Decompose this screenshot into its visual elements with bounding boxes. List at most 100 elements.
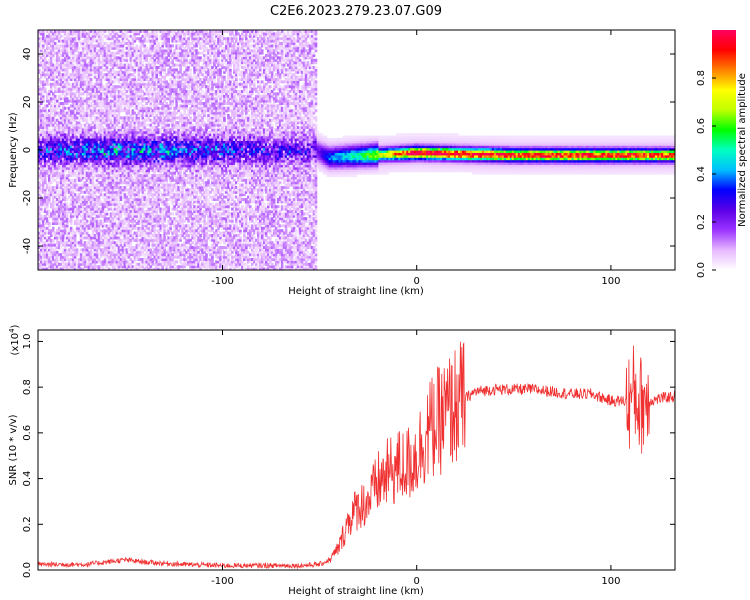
heatmap-cell xyxy=(89,70,93,74)
heatmap-cell xyxy=(49,214,53,218)
heatmap-cell xyxy=(38,54,41,57)
heatmap-cell xyxy=(67,142,71,146)
heatmap-cell xyxy=(93,188,97,192)
heatmap-cell xyxy=(43,109,47,113)
heatmap-cell xyxy=(125,162,129,165)
heatmap-cell xyxy=(61,135,65,139)
heatmap-cell xyxy=(67,51,71,55)
heatmap-cell xyxy=(121,238,125,242)
heatmap-cell xyxy=(61,267,65,270)
heatmap-cell xyxy=(61,241,65,245)
heatmap-cell xyxy=(123,267,127,270)
heatmap-cell xyxy=(117,102,121,105)
heatmap-cell xyxy=(111,250,115,254)
heatmap-cell xyxy=(55,159,59,163)
heatmap-cell xyxy=(57,166,61,170)
heatmap-cell xyxy=(61,116,65,120)
heatmap-cell xyxy=(113,188,117,192)
heatmap-cell xyxy=(75,85,79,89)
heatmap-cell xyxy=(123,99,127,103)
heatmap-cell xyxy=(107,126,111,129)
heatmap-cell xyxy=(81,34,85,38)
heatmap-cell xyxy=(93,68,97,72)
heatmap-cell xyxy=(39,97,43,101)
heatmap-cell xyxy=(125,234,129,237)
heatmap-cell xyxy=(125,66,129,69)
heatmap-cell xyxy=(59,267,63,270)
heatmap-cell xyxy=(73,202,77,206)
heatmap-cell xyxy=(77,133,81,137)
heatmap-cell xyxy=(113,234,117,237)
heatmap-cell xyxy=(95,154,99,158)
heatmap-cell xyxy=(81,169,85,173)
heatmap-cell xyxy=(105,109,109,113)
heatmap-cell xyxy=(77,205,81,209)
heatmap-cell xyxy=(109,80,113,84)
heatmap-cell xyxy=(73,152,77,156)
heatmap-cell xyxy=(103,169,107,173)
heatmap-cell xyxy=(101,207,105,211)
heatmap-cell xyxy=(77,200,81,204)
heatmap-cell xyxy=(79,34,83,38)
heatmap-cell xyxy=(107,262,111,266)
heatmap-cell xyxy=(113,243,117,247)
heatmap-cell xyxy=(109,104,113,108)
heatmap-cell xyxy=(81,135,85,139)
heatmap-cell xyxy=(51,186,55,189)
heatmap-cell xyxy=(51,169,55,173)
heatmap-cell xyxy=(103,186,107,189)
heatmap-cell xyxy=(91,130,95,134)
heatmap-cell xyxy=(55,243,59,247)
heatmap-cell xyxy=(47,94,51,98)
heatmap-cell xyxy=(125,54,129,57)
heatmap-cell xyxy=(105,104,109,108)
heatmap-cell xyxy=(123,116,127,120)
heatmap-cell xyxy=(123,154,127,158)
heatmap-cell xyxy=(89,44,93,48)
heatmap-cell xyxy=(57,150,61,153)
heatmap-cell xyxy=(47,42,51,45)
heatmap-cell xyxy=(125,114,129,117)
heatmap-cell xyxy=(87,46,91,50)
heatmap-cell xyxy=(53,157,57,161)
heatmap-cell xyxy=(89,224,93,228)
heatmap-cell xyxy=(105,195,109,199)
heatmap-cell xyxy=(117,154,121,158)
heatmap-cell xyxy=(69,214,73,218)
heatmap-cell xyxy=(77,66,81,69)
heatmap-cell xyxy=(95,145,99,149)
heatmap-cell xyxy=(81,222,85,225)
heatmap-cell xyxy=(43,133,47,137)
heatmap-cell xyxy=(111,174,115,177)
heatmap-cell xyxy=(97,121,101,125)
heatmap-cell xyxy=(38,102,41,105)
heatmap-cell xyxy=(61,224,65,228)
heatmap-cell xyxy=(73,145,77,149)
heatmap-cell xyxy=(47,37,51,41)
heatmap-cell xyxy=(95,39,99,43)
heatmap-cell xyxy=(95,255,99,259)
heatmap-cell xyxy=(115,73,119,77)
heatmap-cell xyxy=(103,150,107,153)
heatmap-cell xyxy=(61,68,65,72)
heatmap-cell xyxy=(117,90,121,93)
heatmap-cell xyxy=(71,171,75,175)
heatmap-cell xyxy=(51,73,55,77)
heatmap-cell xyxy=(59,188,63,192)
heatmap-cell xyxy=(91,265,95,269)
heatmap-cell xyxy=(105,46,109,50)
heatmap-cell xyxy=(71,130,75,134)
heatmap-cell xyxy=(109,181,113,185)
heatmap-cell xyxy=(85,94,89,98)
heatmap-cell xyxy=(51,193,55,197)
heatmap-cell xyxy=(55,222,59,225)
heatmap-cell xyxy=(45,61,49,65)
heatmap-cell xyxy=(123,205,127,209)
heatmap-cell xyxy=(63,126,67,129)
heatmap-cell xyxy=(39,210,43,213)
heatmap-cell xyxy=(75,267,79,270)
heatmap-cell xyxy=(89,152,93,156)
heatmap-cell xyxy=(91,44,95,48)
heatmap-cell xyxy=(67,238,71,242)
heatmap-cell xyxy=(81,116,85,120)
